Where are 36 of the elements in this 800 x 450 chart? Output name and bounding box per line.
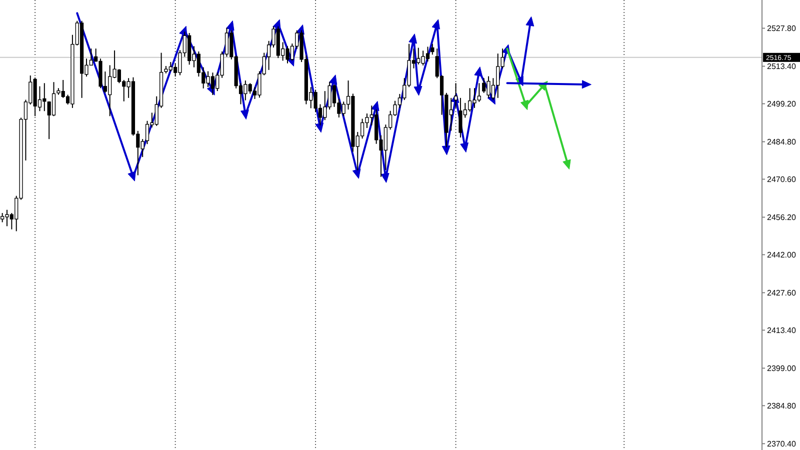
candlestick [52,82,56,117]
point [128,171,136,182]
y-tick-label: 2456.20 [767,213,796,222]
point [432,19,440,30]
point [328,74,338,85]
candlestick [454,82,458,108]
point [460,142,469,152]
y-tick-label: 2427.60 [767,288,796,298]
y-tick-label: 2384.80 [767,401,796,410]
point [380,172,390,183]
point [315,122,324,133]
y-tick-label: 2484.80 [767,138,796,147]
point [371,100,380,112]
point [352,168,361,179]
candlestick [430,43,434,56]
point [474,66,483,77]
point [272,19,281,30]
point [226,20,234,31]
point [240,109,249,120]
y-tick-label: 2370.40 [767,439,796,448]
point [526,16,534,26]
y-tick-label: 2399.00 [767,364,796,373]
y-tick-label: 2413.40 [767,326,796,335]
candlestick [145,120,150,145]
point [414,86,422,96]
point [442,145,450,156]
point [562,159,571,170]
point [179,26,188,36]
y-tick-label: 2442.00 [767,250,796,260]
y-tick-label: 2499.20 [767,100,796,109]
y-tick-label: 2513.40 [767,62,796,72]
y-tick-label: 2470.60 [767,175,796,184]
candlestick [426,46,430,62]
point [520,100,529,110]
y-tick-label: 2527.80 [767,24,796,34]
point [408,34,418,44]
